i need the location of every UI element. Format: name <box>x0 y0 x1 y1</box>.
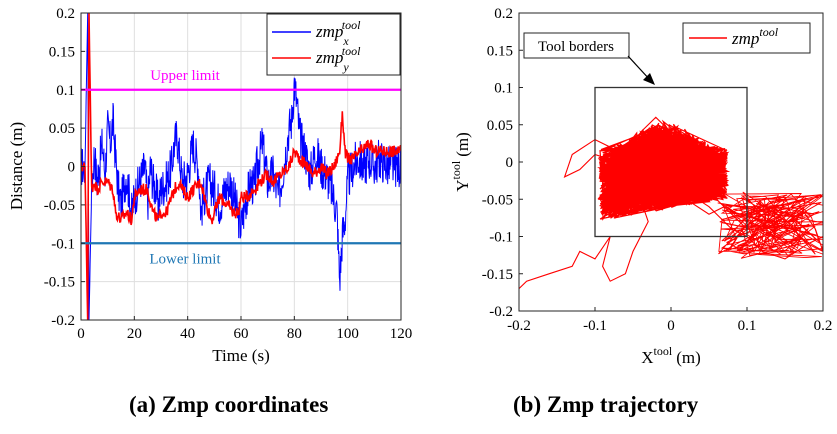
y-axis-label-a: Distance (m) <box>7 122 26 210</box>
x-tick-label: -0.1 <box>583 318 607 334</box>
y-tick-label: -0.2 <box>51 313 75 329</box>
ticks-b: -0.2 -0.1 0 0.1 0.2 -0.2 -0.15 -0.1 -0.05 0 0.05 0.… <box>482 6 833 334</box>
x-tick-label: 100 <box>336 326 359 342</box>
x-tick-label: 40 <box>180 326 195 342</box>
trajectory-dense-region <box>597 119 731 221</box>
y-axis-label-text: Ytool(m) <box>449 132 472 192</box>
x-tick-label: 0 <box>667 318 675 334</box>
x-tick-label: -0.2 <box>507 318 531 334</box>
x-axis-label-a: Time (s) <box>212 346 269 365</box>
y-tick-label: 0.15 <box>487 43 513 59</box>
legend-box <box>266 13 401 76</box>
caption-b: (b) Zmp trajectory <box>513 392 699 417</box>
legend-entry: zmptool <box>731 25 779 48</box>
y-tick-label: -0.2 <box>489 304 513 320</box>
ticks-a: 0 20 40 60 80 100 120 -0.2 -0.15 -0.1 -0.05 0 0.05 0.… <box>44 6 413 342</box>
x-tick-label: 20 <box>127 326 142 342</box>
y-tick-label: -0.1 <box>51 236 75 252</box>
tool-border-rect <box>594 86 748 238</box>
y-tick-label: 0.1 <box>56 83 75 99</box>
y-tick-label: -0.15 <box>482 267 513 283</box>
y-tick-label: 0.05 <box>487 118 513 134</box>
reference-label: Upper limit <box>150 68 220 84</box>
y-tick-label: -0.1 <box>489 230 513 246</box>
y-tick-label: 0 <box>506 155 514 171</box>
y-tick-label: -0.05 <box>482 192 513 208</box>
y-tick-label: 0.2 <box>56 6 75 22</box>
legend-b: zmptool <box>682 22 811 54</box>
x-tick-label: 0 <box>77 326 85 342</box>
y-tick-label: -0.15 <box>44 275 75 291</box>
y-tick-label: -0.05 <box>44 198 75 214</box>
y-tick-label: 0.2 <box>494 6 513 22</box>
x-axis-label-b: Xtool (m) <box>641 344 701 367</box>
series-group-a <box>81 13 401 320</box>
panel-zmp-coordinates: 0 20 40 60 80 100 120 -0.2 -0.15 -0.1 -0.05 0 0.05 0.… <box>7 6 412 365</box>
legend-entry: zmpxtool <box>315 18 361 48</box>
reference-label: Lower limit <box>149 251 221 267</box>
y-tick-label: 0.1 <box>494 81 513 97</box>
x-axis-label-text: Xtool (m) <box>641 344 701 367</box>
series-group-b <box>519 86 823 289</box>
x-tick-label: 0.2 <box>814 318 833 334</box>
y-tick-label: 0 <box>68 160 76 176</box>
caption-a: (a) Zmp coordinates <box>129 392 329 417</box>
y-axis-label-b: Ytool(m) <box>449 132 472 192</box>
legend-entry: zmpytool <box>315 44 361 74</box>
annotation-text: Tool borders <box>538 39 614 55</box>
x-tick-label: 60 <box>234 326 249 342</box>
panel-zmp-trajectory: -0.2 -0.1 0 0.1 0.2 -0.2 -0.15 -0.1 -0.05 0 0.05 0.… <box>449 6 832 367</box>
y-tick-label: 0.05 <box>49 121 75 137</box>
x-tick-label: 120 <box>390 326 413 342</box>
y-tick-label: 0.15 <box>49 44 75 60</box>
annotation-arrowhead <box>643 73 655 85</box>
x-tick-label: 80 <box>287 326 302 342</box>
reference-labels-a: Upper limit Lower limit <box>149 68 221 268</box>
x-tick-label: 0.1 <box>738 318 757 334</box>
trajectory-tangle <box>717 191 823 259</box>
annotation-box <box>523 32 630 59</box>
annotation-tool-borders: Tool borders <box>523 32 655 85</box>
series-line-zmp-x <box>81 13 401 320</box>
series-line-zmp-y <box>81 13 401 320</box>
